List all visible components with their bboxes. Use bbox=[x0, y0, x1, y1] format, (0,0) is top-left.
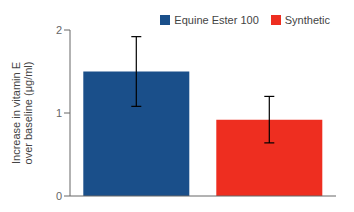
svg-text:2: 2 bbox=[56, 24, 62, 36]
svg-text:0: 0 bbox=[56, 190, 62, 202]
html-text:Equine Ester 100: Equine Ester 100 bbox=[174, 14, 259, 26]
html-text:Synthetic: Synthetic bbox=[284, 14, 330, 26]
svg-text:1: 1 bbox=[56, 107, 62, 119]
svg-text:Increase in vitamin Eover base: Increase in vitamin Eover baseline (μg/m… bbox=[10, 62, 34, 165]
